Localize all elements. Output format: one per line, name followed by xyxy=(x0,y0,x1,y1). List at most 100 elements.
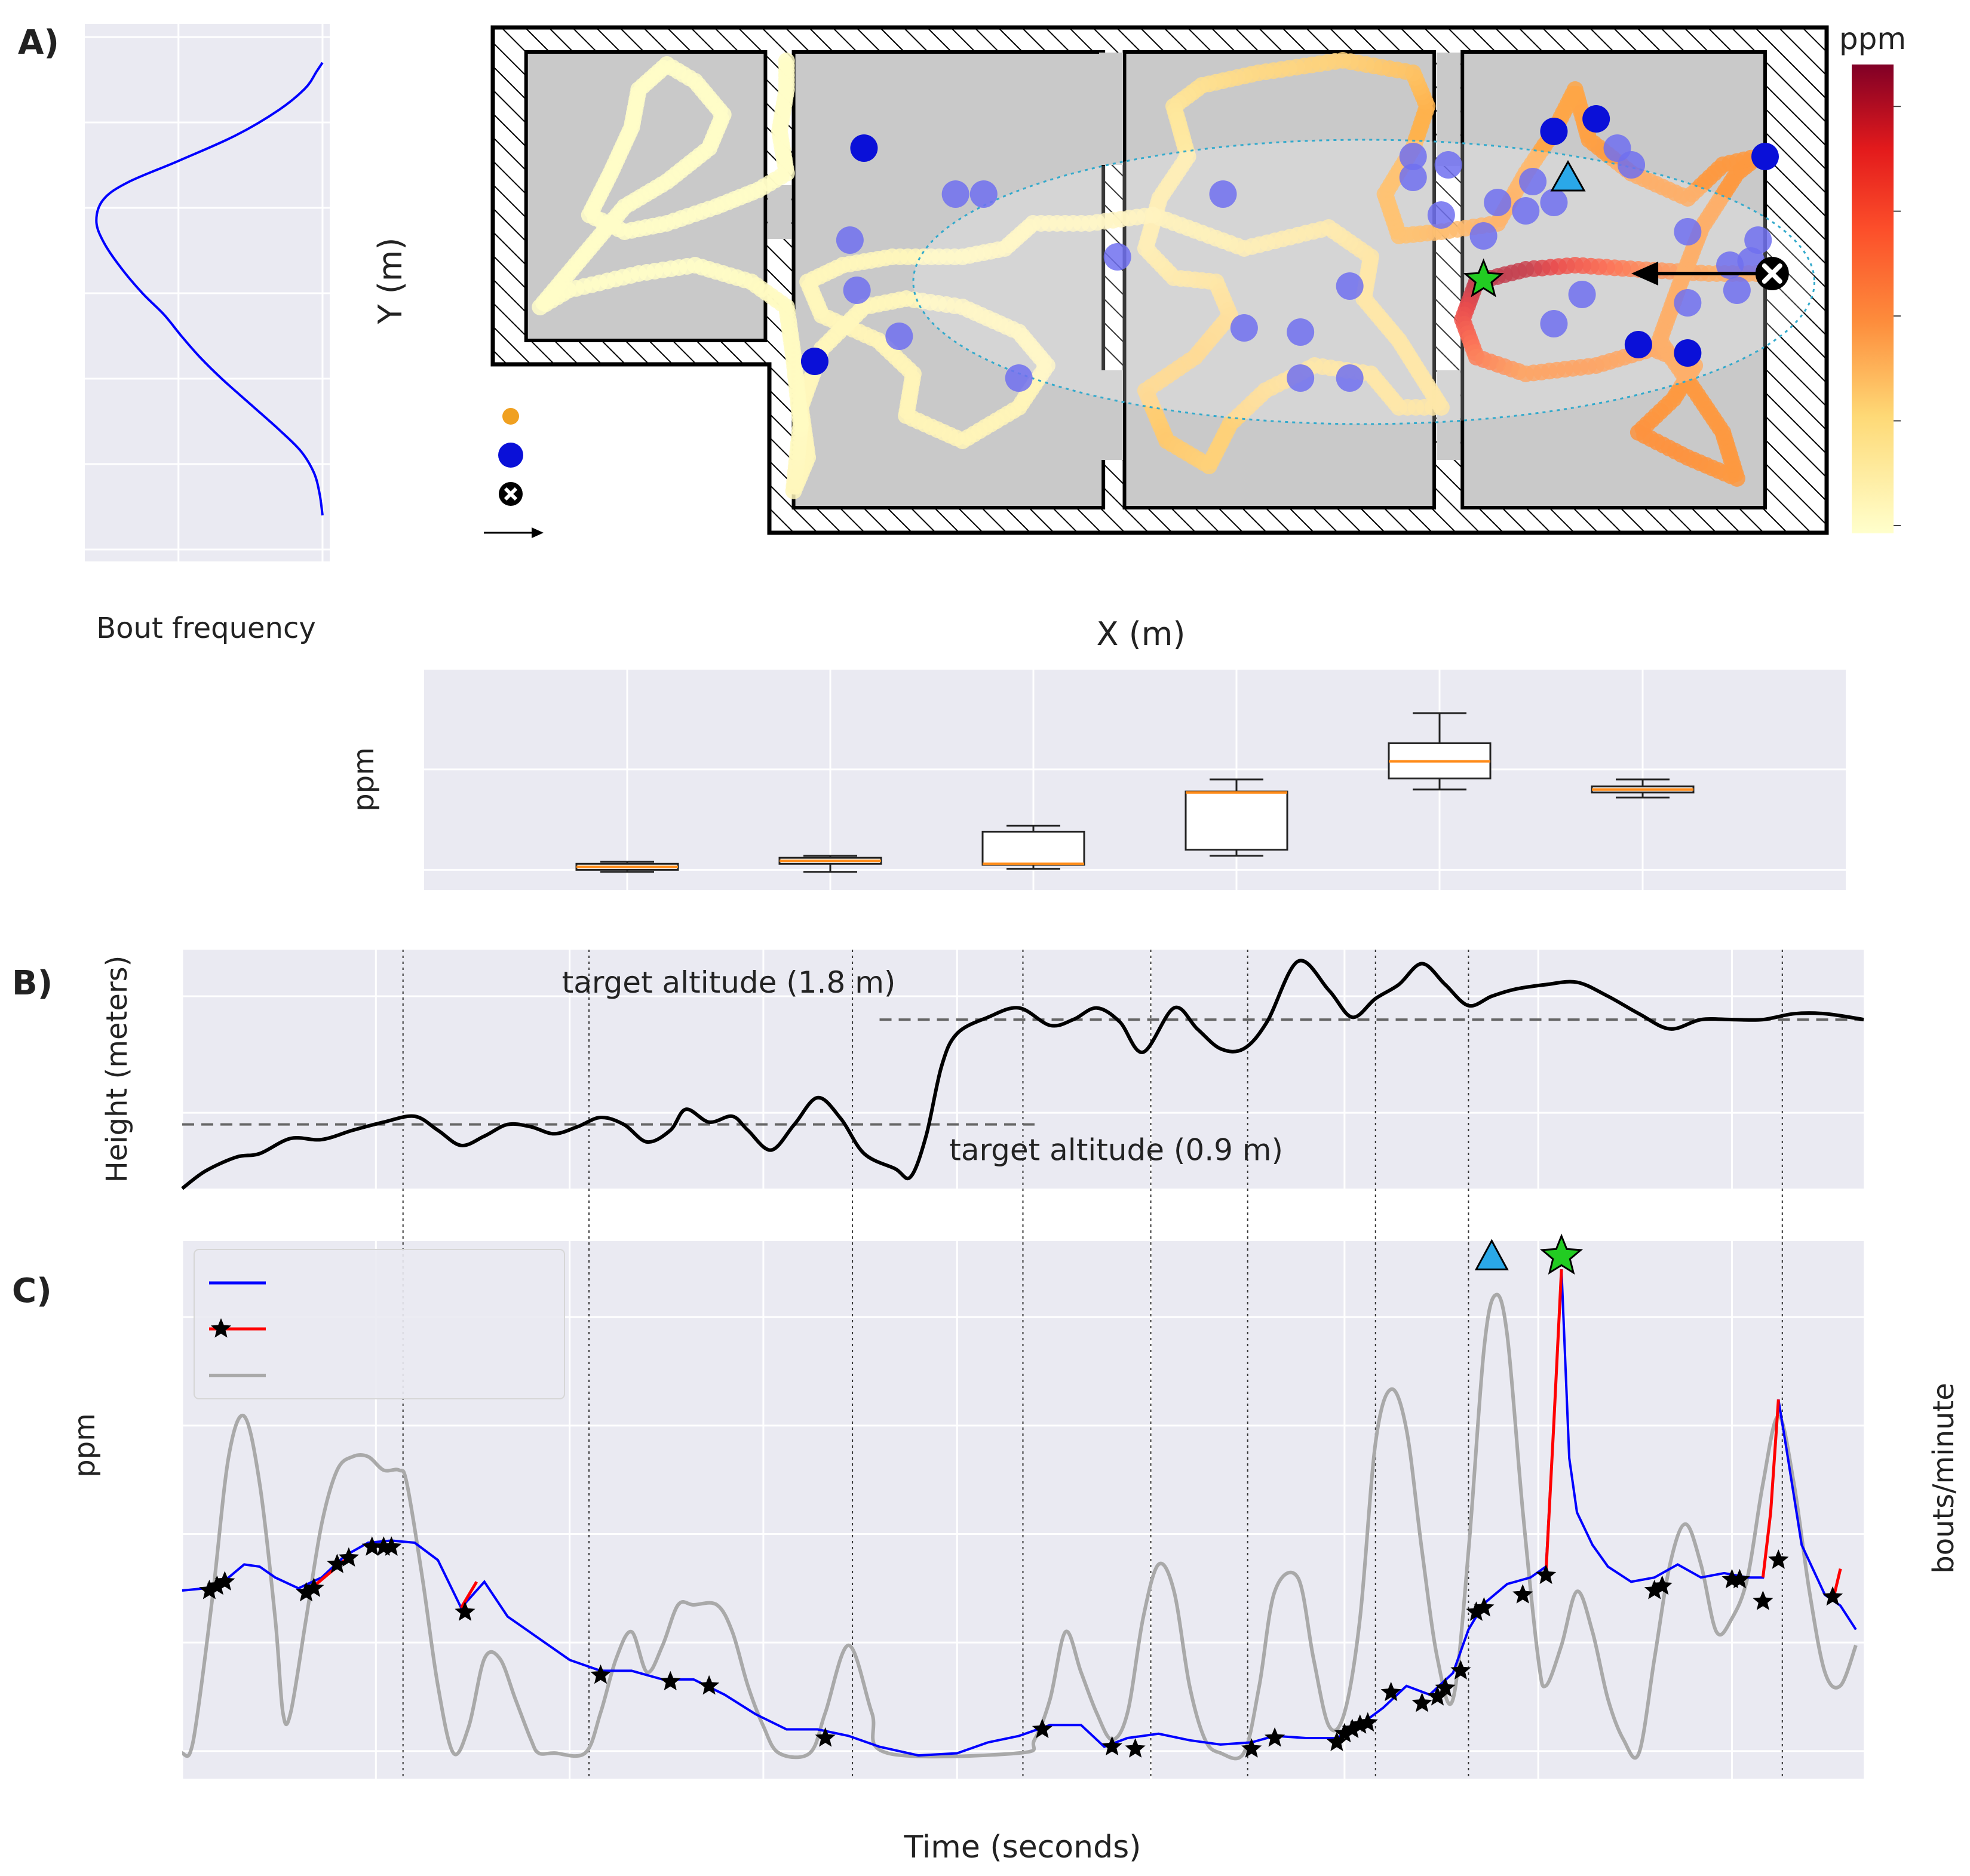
bout-star xyxy=(1125,1738,1146,1758)
flight-path-map: X (m) Y (m) ppm xyxy=(372,22,1906,653)
triangle-marker xyxy=(1474,1239,1509,1270)
bout-frequency-curve xyxy=(95,62,324,516)
bout-dot xyxy=(1723,277,1751,304)
bout-star xyxy=(1474,1597,1495,1617)
bout-marker xyxy=(843,277,871,304)
bout-dot xyxy=(1209,180,1237,208)
bout-marker xyxy=(1484,189,1512,216)
bout-marker xyxy=(1723,277,1751,304)
bout-star xyxy=(1822,1586,1843,1606)
plume-ellipse xyxy=(912,139,1816,425)
bout-marker xyxy=(1005,364,1033,392)
bout-dot xyxy=(1540,118,1568,145)
bout-dot xyxy=(1336,364,1364,392)
bout-marker xyxy=(1568,281,1596,308)
bout-star xyxy=(1334,1723,1355,1743)
bout-dot xyxy=(836,226,864,254)
bout-star xyxy=(1357,1712,1378,1732)
bout-star xyxy=(361,1536,382,1556)
bout-marker xyxy=(1519,168,1547,195)
bout-star xyxy=(199,1580,220,1599)
panel-label-b: B) xyxy=(12,964,53,1003)
bout-marker xyxy=(1540,189,1568,216)
star-marker xyxy=(1539,1233,1584,1275)
bout-dot xyxy=(1519,168,1547,195)
wind-arrow-head xyxy=(1631,262,1659,285)
bout-star xyxy=(303,1577,324,1597)
bout-dot xyxy=(1624,331,1652,358)
bout-dot xyxy=(1751,143,1779,170)
bout-dot xyxy=(1618,151,1646,179)
bout-marker xyxy=(1434,151,1462,179)
box-body xyxy=(1185,790,1288,851)
bout-dot xyxy=(1005,364,1033,392)
box xyxy=(981,824,1085,870)
bout-star xyxy=(1265,1727,1285,1747)
bout-marker xyxy=(850,134,878,162)
y-axis-label: ppm xyxy=(347,747,381,812)
y2-axis-label: bouts/minute xyxy=(1927,1383,1960,1574)
bout-marker xyxy=(1399,164,1427,191)
y-axis-label: Y (m) xyxy=(372,238,409,325)
box-body xyxy=(981,830,1085,866)
bout-marker xyxy=(1624,331,1652,358)
bout-marker xyxy=(1336,364,1364,392)
bout-frequency-line xyxy=(181,1292,1858,1761)
bout-dot xyxy=(1674,339,1702,367)
box xyxy=(778,855,882,873)
bout-marker xyxy=(1674,218,1702,245)
source-markers xyxy=(1463,159,1789,297)
room-boundaries xyxy=(402,950,1783,1230)
bout-star xyxy=(327,1553,348,1573)
plot-background xyxy=(424,669,1846,890)
legend-bout-star-icon xyxy=(210,1318,232,1338)
bout-marker xyxy=(1751,143,1779,170)
bout-dot xyxy=(1540,310,1568,337)
bout-star xyxy=(455,1601,475,1621)
y-axis-label: ppm xyxy=(68,1413,102,1478)
bout-marker xyxy=(941,180,969,208)
bout-marker xyxy=(1674,339,1702,367)
concentration-trajectory xyxy=(532,52,1781,499)
doorway xyxy=(1099,53,1123,165)
bout-marker xyxy=(800,348,828,375)
bout-marker xyxy=(1582,105,1610,133)
bout-dot xyxy=(1512,197,1540,225)
bout-markers xyxy=(800,105,1779,392)
bout-star xyxy=(1380,1681,1401,1702)
bout-dot xyxy=(885,323,913,350)
bout-star xyxy=(1652,1575,1673,1595)
bout-segment xyxy=(459,1581,478,1609)
y-axis-label: Height (meters) xyxy=(100,956,134,1183)
bout-star xyxy=(1326,1731,1347,1751)
bout-star xyxy=(1450,1660,1471,1680)
bout-star xyxy=(1241,1738,1262,1758)
bout-dot xyxy=(850,134,878,162)
bout-marker xyxy=(1618,151,1646,179)
bout-marker xyxy=(1287,318,1315,346)
x-axis-label: Time (seconds) xyxy=(904,1829,1142,1865)
bout-dot xyxy=(1434,151,1462,179)
bout-dot xyxy=(969,180,998,208)
bout-dot xyxy=(1540,189,1568,216)
bout-dot xyxy=(1674,289,1702,317)
target-high-label: target altitude (1.8 m) xyxy=(562,965,896,1000)
bout-marker xyxy=(1540,310,1568,337)
bout-dot xyxy=(843,277,871,304)
bout-dot xyxy=(1744,226,1772,254)
box xyxy=(1185,778,1288,857)
bout-marker xyxy=(1103,243,1131,271)
altitude-chart: target altitude (0.9 m) target altitude … xyxy=(100,950,1864,1230)
bout-marker xyxy=(1230,314,1258,342)
colorbar-label: ppm xyxy=(1839,22,1906,56)
bout-star xyxy=(207,1575,228,1595)
bout-star xyxy=(296,1582,317,1602)
bout-star xyxy=(1644,1580,1665,1599)
bout-frequency-chart: Bout frequency xyxy=(85,24,330,645)
bout-star xyxy=(660,1671,681,1691)
x-axis-label: X (m) xyxy=(1097,615,1186,653)
gridlines xyxy=(85,24,330,561)
doorway xyxy=(1437,53,1460,166)
sensor-legend xyxy=(194,1249,565,1399)
bout-dot xyxy=(1568,281,1596,308)
